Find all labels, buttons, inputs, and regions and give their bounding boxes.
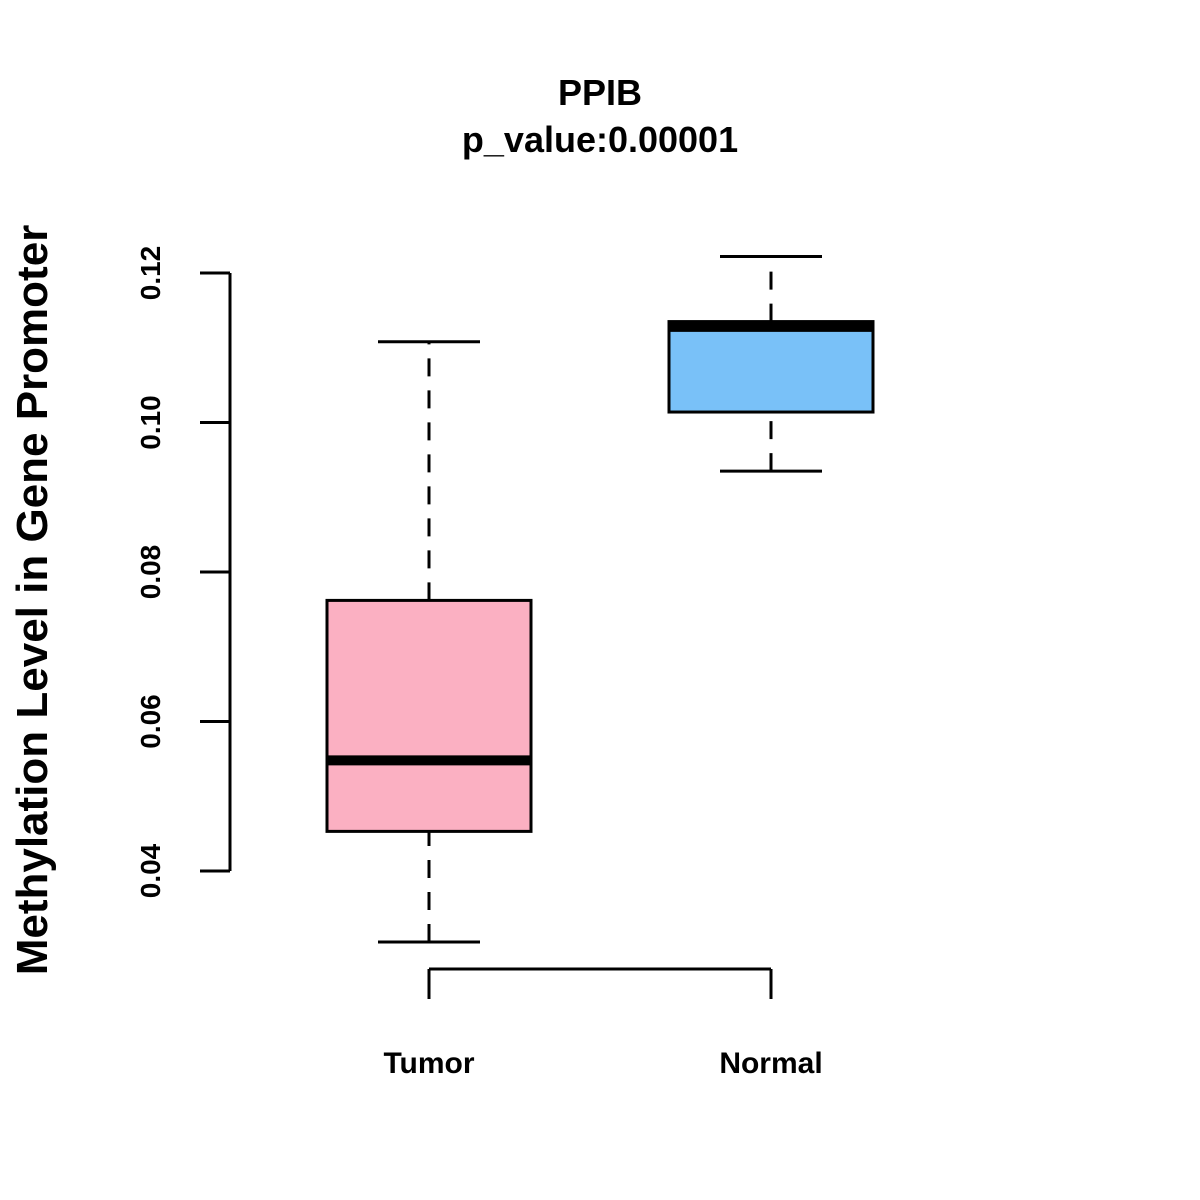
boxes — [325, 255, 875, 944]
x-tick-label-normal: Normal — [719, 1047, 822, 1080]
chart-subtitle: p_value:0.00001 — [462, 119, 738, 160]
x-tick-label-tumor: Tumor — [383, 1047, 474, 1080]
y-tick-label-3: 0.10 — [135, 395, 166, 450]
x-axis: Tumor Normal — [383, 967, 823, 1080]
y-tick-label-2: 0.08 — [135, 545, 166, 600]
box-tumor — [325, 598, 533, 833]
box-normal — [667, 320, 875, 414]
box-group-normal — [667, 255, 875, 473]
chart-title: PPIB — [558, 72, 642, 113]
y-tick-label-0: 0.04 — [135, 843, 166, 898]
y-axis-label: Methylation Level in Gene Promoter — [8, 225, 57, 976]
y-tick-label-1: 0.06 — [135, 694, 166, 749]
box-group-tumor — [325, 340, 533, 944]
y-axis: 0.04 0.06 0.08 0.10 0.12 — [135, 246, 232, 898]
y-tick-label-4: 0.12 — [135, 246, 166, 301]
